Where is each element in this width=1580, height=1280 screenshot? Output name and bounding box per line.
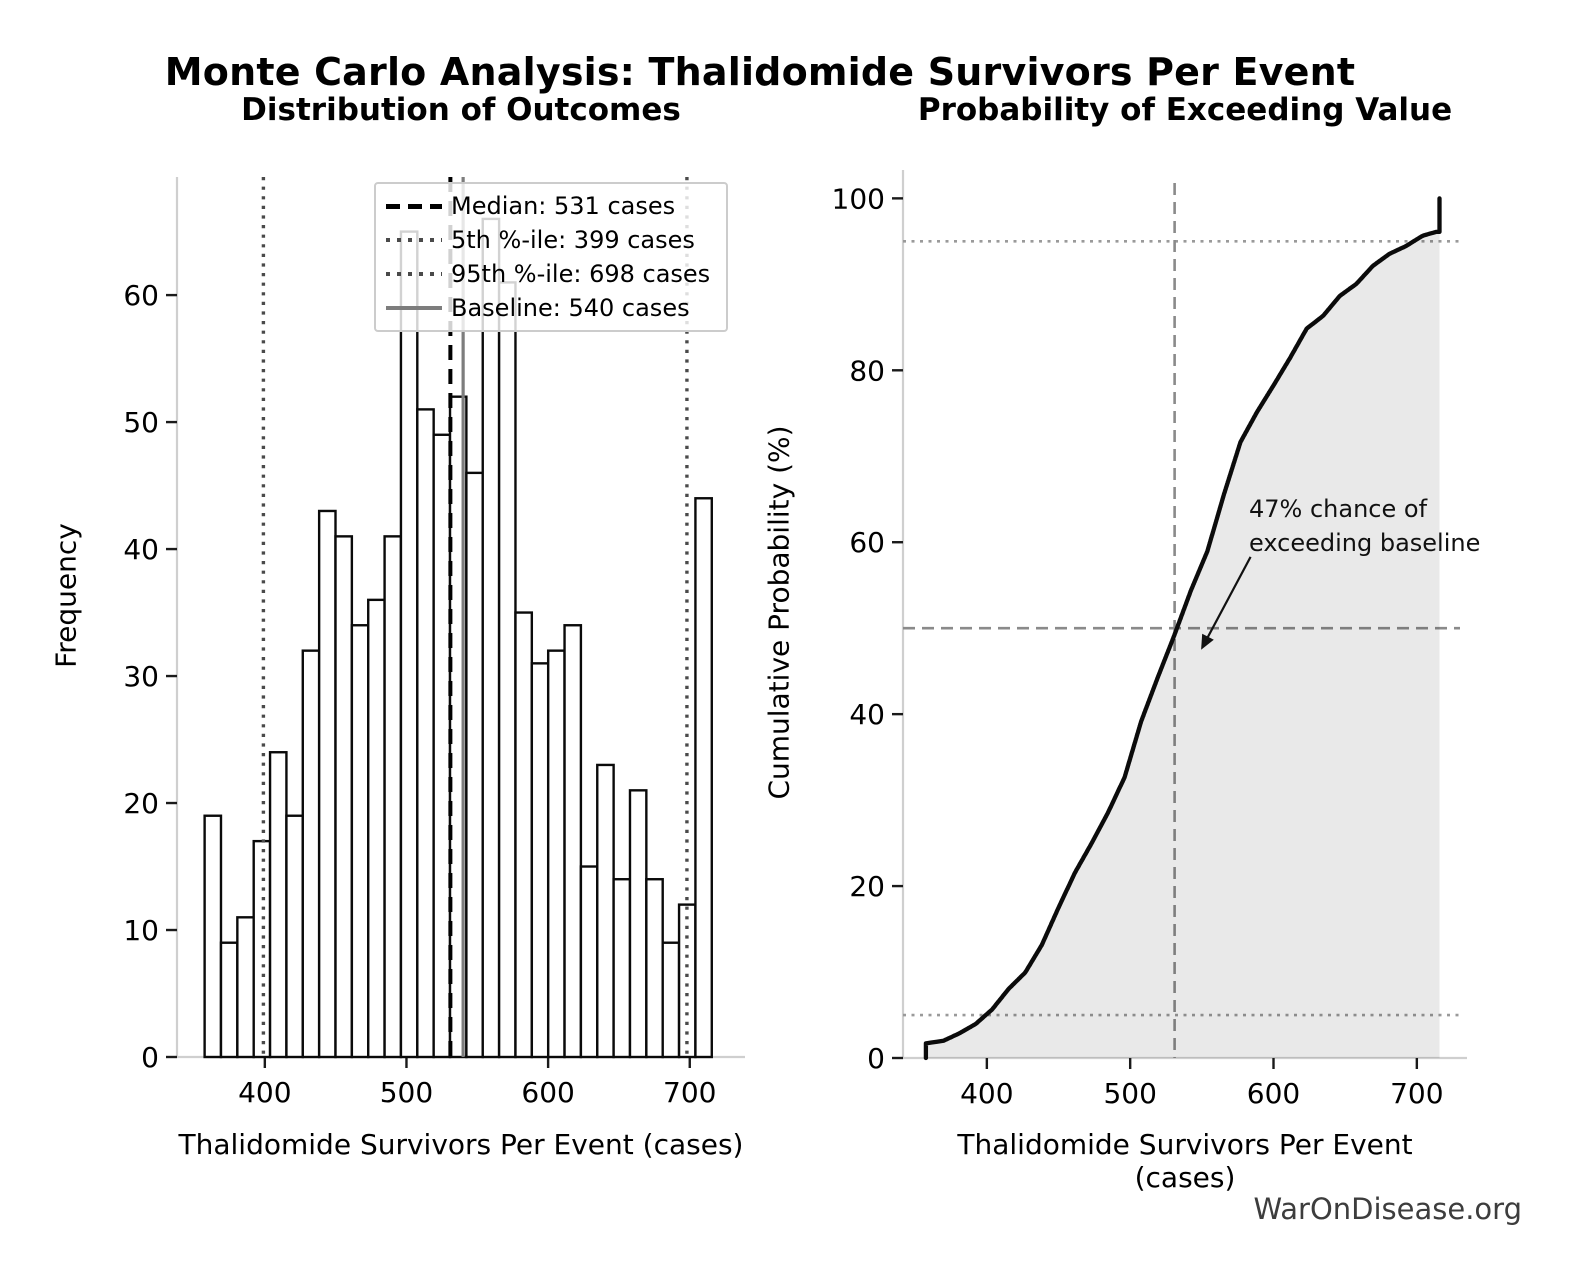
histogram-subplot-title: Distribution of Outcomes [241, 92, 681, 128]
svg-text:10: 10 [123, 914, 159, 947]
svg-text:20: 20 [123, 787, 159, 820]
exceed-baseline-annotation: 47% chance of exceeding baseline [1249, 492, 1480, 560]
svg-text:0: 0 [867, 1042, 885, 1075]
svg-text:700: 700 [663, 1076, 716, 1109]
legend-item-label: 95th %-ile: 698 cases [451, 260, 711, 288]
cdf-axes [901, 170, 1467, 1060]
svg-text:40: 40 [849, 698, 885, 731]
histogram-x-axis-label: Thalidomide Survivors Per Event (cases) [178, 1128, 744, 1161]
svg-text:700: 700 [1390, 1077, 1443, 1110]
legend-item-5th-percentile: 5th %-ile: 399 cases [386, 223, 716, 257]
svg-text:50: 50 [123, 406, 159, 439]
svg-text:600: 600 [521, 1076, 574, 1109]
cdf-area-fill [925, 198, 1440, 1058]
svg-text:500: 500 [380, 1076, 433, 1109]
legend: Median: 531 cases 5th %-ile: 399 cases 9… [374, 182, 728, 332]
svg-text:40: 40 [123, 533, 159, 566]
median-line-swatch [386, 203, 442, 209]
svg-text:60: 60 [123, 279, 159, 312]
histogram-ticks: 0 10 20 30 40 50 60 400 500 600 700 [123, 279, 716, 1109]
annotation-line-2: exceeding baseline [1249, 529, 1481, 557]
svg-text:20: 20 [849, 870, 885, 903]
svg-text:30: 30 [123, 660, 159, 693]
baseline-line-swatch [386, 306, 442, 310]
svg-text:500: 500 [1103, 1077, 1156, 1110]
legend-item-median: Median: 531 cases [386, 189, 716, 223]
percentile-95-line-swatch [386, 272, 442, 276]
svg-text:80: 80 [849, 354, 885, 387]
svg-text:60: 60 [849, 526, 885, 559]
arrowhead-icon [1201, 633, 1214, 650]
svg-text:600: 600 [1247, 1077, 1300, 1110]
watermark: WarOnDisease.org [1253, 1192, 1522, 1226]
cdf-curve [923, 196, 1442, 1061]
cdf-reference-lines [903, 183, 1460, 1058]
legend-item-95th-percentile: 95th %-ile: 698 cases [386, 257, 716, 291]
cdf-subplot-title: Probability of Exceeding Value [917, 92, 1453, 128]
cdf-x-axis-label: Thalidomide Survivors Per Event (cases) [957, 1128, 1413, 1194]
cdf-y-axis-label: Cumulative Probability (%) [762, 425, 796, 800]
legend-item-label: 5th %-ile: 399 cases [451, 226, 695, 254]
annotation-arrow [1201, 556, 1252, 650]
svg-text:100: 100 [832, 182, 885, 215]
figure-title: Monte Carlo Analysis: Thalidomide Surviv… [164, 50, 1356, 94]
cdf-line [923, 196, 1442, 1061]
svg-text:400: 400 [238, 1076, 291, 1109]
annotation-line-1: 47% chance of [1249, 495, 1428, 523]
svg-text:0: 0 [141, 1041, 159, 1074]
legend-item-label: Baseline: 540 cases [451, 294, 690, 322]
legend-item-baseline: Baseline: 540 cases [386, 291, 716, 325]
percentile-5-line-swatch [386, 238, 442, 242]
svg-text:400: 400 [960, 1077, 1013, 1110]
histogram-bars [203, 217, 713, 1059]
histogram-y-axis-label: Frequency [49, 523, 83, 668]
legend-item-label: Median: 531 cases [451, 192, 676, 220]
cdf-ticks: 0 20 40 60 80 100 400 500 600 700 [832, 182, 1444, 1110]
